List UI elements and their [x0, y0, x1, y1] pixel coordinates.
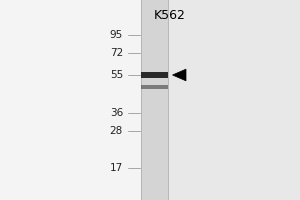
- Text: 28: 28: [110, 126, 123, 136]
- Polygon shape: [172, 69, 186, 81]
- Text: 72: 72: [110, 48, 123, 58]
- Bar: [141, 0, 168, 200]
- Bar: [168, 0, 300, 200]
- Bar: [141, 72, 168, 78]
- Text: 55: 55: [110, 70, 123, 80]
- Text: 17: 17: [110, 163, 123, 173]
- Text: 36: 36: [110, 108, 123, 118]
- Bar: [141, 85, 168, 89]
- Bar: [0, 0, 141, 200]
- Text: 95: 95: [110, 30, 123, 40]
- Text: K562: K562: [154, 9, 185, 22]
